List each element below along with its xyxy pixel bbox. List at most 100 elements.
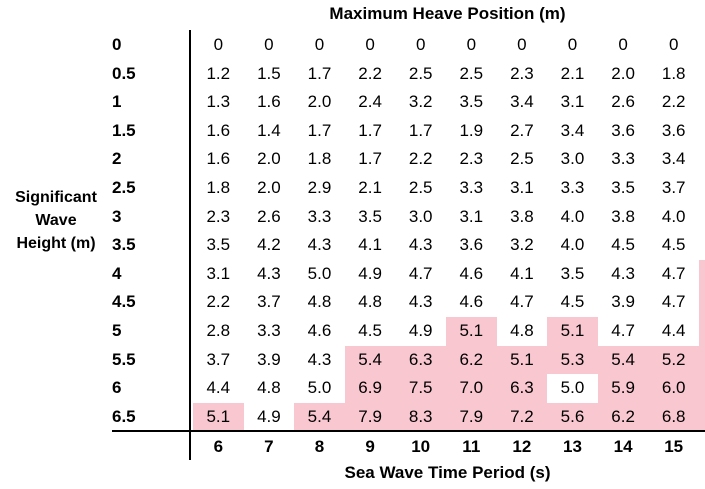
table-cell: 4.0 bbox=[560, 206, 585, 226]
table-cell: 3.6 bbox=[459, 235, 484, 255]
table-cell: 4.4 bbox=[661, 321, 686, 340]
column-label: 13 bbox=[563, 437, 582, 456]
table-cell: 2.0 bbox=[257, 178, 281, 197]
table-cell: 4.5 bbox=[560, 292, 585, 312]
table-cell: 1.8 bbox=[206, 178, 231, 197]
table-cell: 4.0 bbox=[560, 235, 585, 255]
row-label: 3 bbox=[112, 206, 122, 226]
x-axis-label: Sea Wave Time Period (s) bbox=[344, 463, 551, 482]
table-cell: 4.2 bbox=[257, 235, 281, 255]
highlighted-cell: 5.1 bbox=[446, 317, 497, 346]
row-label: 0.5 bbox=[112, 63, 136, 83]
table-cell: 4.1 bbox=[510, 263, 534, 283]
table-cell: 3.8 bbox=[510, 206, 534, 226]
table-cell: 3.3 bbox=[611, 149, 635, 169]
column-label: 15 bbox=[664, 437, 684, 456]
chart-title: Maximum Heave Position (m) bbox=[329, 4, 566, 23]
y-axis-label: Significant Wave Height (m) bbox=[0, 186, 112, 255]
row-label: 4.5 bbox=[112, 292, 136, 312]
y-axis-label-line-2: Wave bbox=[35, 212, 77, 229]
table-cell: 4.3 bbox=[408, 292, 433, 312]
column-label: 14 bbox=[613, 437, 633, 456]
table-cell: 3.1 bbox=[206, 263, 231, 283]
column-label: 11 bbox=[462, 437, 481, 456]
highlighted-cell: 5.1 bbox=[496, 345, 548, 375]
highlighted-cell: 7.9 bbox=[344, 402, 396, 432]
table-cell: 5.0 bbox=[560, 378, 585, 398]
row-label: 2.5 bbox=[112, 178, 136, 197]
table-cell: 0 bbox=[668, 35, 679, 54]
row-label: 5.5 bbox=[112, 349, 136, 369]
row-label: 3.5 bbox=[112, 235, 136, 255]
table-cell: 3.2 bbox=[510, 235, 534, 255]
table-cell: 3.4 bbox=[510, 92, 534, 112]
table-cell: 3.1 bbox=[560, 92, 585, 112]
table-cell: 2.0 bbox=[257, 149, 281, 169]
highlighted-cell: 7.5 bbox=[395, 374, 446, 403]
row-label: 2 bbox=[112, 149, 122, 169]
row-label: 1 bbox=[112, 92, 122, 112]
table-cell: 2.3 bbox=[510, 63, 534, 83]
table-cell: 1.7 bbox=[307, 120, 332, 140]
table-cell: 2.4 bbox=[358, 92, 382, 112]
table-cell: 4.3 bbox=[307, 235, 332, 255]
table-cell: 1.7 bbox=[408, 120, 433, 140]
table-cell: 5.0 bbox=[307, 378, 332, 398]
highlighted-cell: 5.0 bbox=[699, 288, 705, 317]
table-cell: 1.7 bbox=[307, 63, 332, 83]
table-cell: 3.5 bbox=[358, 206, 382, 226]
table-cell: 3.9 bbox=[611, 292, 635, 312]
table-cell: 0 bbox=[264, 35, 274, 54]
table-cell: 3.7 bbox=[257, 292, 281, 312]
table-cell: 2.2 bbox=[358, 63, 382, 83]
table-cell: 4.1 bbox=[358, 235, 382, 255]
table-cell: 4.0 bbox=[661, 206, 686, 226]
row-label: 5 bbox=[112, 321, 122, 340]
table-cell: 2.2 bbox=[699, 88, 705, 117]
column-header-divider bbox=[112, 430, 705, 432]
table-cell: 2.8 bbox=[206, 321, 231, 340]
table-cell: 3.3 bbox=[560, 178, 585, 197]
table-cell: 2.3 bbox=[459, 149, 484, 169]
table-cell: 4.1 bbox=[699, 203, 705, 232]
table-cell: 2.6 bbox=[257, 206, 281, 226]
table-cell: 4.7 bbox=[661, 292, 686, 312]
table-cell: 2.2 bbox=[661, 92, 686, 112]
table-cell: 2.0 bbox=[307, 92, 332, 112]
table-cell: 4.3 bbox=[307, 349, 332, 369]
y-axis-label-line-3: Height (m) bbox=[16, 235, 96, 252]
table-cell: 2.5 bbox=[408, 178, 433, 197]
table-cell: 1.2 bbox=[206, 63, 231, 83]
highlighted-cell: 6.8 bbox=[648, 402, 699, 432]
table-cell: 0 bbox=[618, 35, 628, 54]
table-cell: 3.6 bbox=[661, 120, 686, 140]
table-cell: 4.8 bbox=[358, 292, 382, 312]
table-cell: 1.9 bbox=[459, 120, 484, 140]
table-cell: 4.9 bbox=[408, 321, 433, 340]
table-cell: 3.8 bbox=[699, 174, 705, 203]
table-cell: 0 bbox=[213, 35, 224, 54]
highlighted-cell: 5.1 bbox=[699, 317, 705, 346]
table-cell: 4.7 bbox=[699, 231, 705, 260]
table-cell: 3.5 bbox=[459, 92, 484, 112]
highlighted-cell: 7.2 bbox=[496, 402, 548, 432]
highlighted-cell: 6.2 bbox=[446, 345, 497, 375]
table-cell: 3.1 bbox=[459, 206, 484, 226]
table-cell: 1.8 bbox=[661, 63, 686, 83]
table-cell: 1.6 bbox=[206, 120, 231, 140]
column-label: 6 bbox=[213, 437, 224, 456]
row-label: 6.5 bbox=[112, 406, 136, 426]
table-cell: 4.4 bbox=[206, 378, 231, 398]
table-cell: 2.5 bbox=[510, 149, 534, 169]
table-cell: 4.6 bbox=[459, 292, 484, 312]
table-cell: 2.3 bbox=[206, 206, 231, 226]
table-cell: 2.5 bbox=[408, 63, 433, 83]
table-cell: 3.7 bbox=[206, 349, 231, 369]
table-cell: 1.7 bbox=[358, 149, 382, 169]
highlighted-cell: 6.9 bbox=[344, 374, 396, 403]
table-cell: 1.7 bbox=[358, 120, 382, 140]
row-label: 0 bbox=[112, 35, 122, 54]
table-cell: 3.5 bbox=[560, 263, 585, 283]
table-cell: 2.0 bbox=[611, 63, 635, 83]
